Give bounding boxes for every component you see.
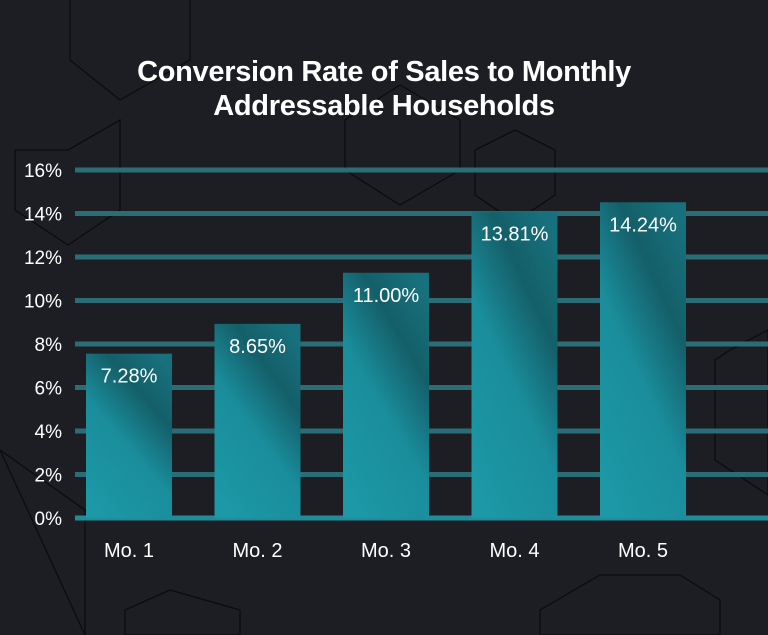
y-tick-label: 12% bbox=[24, 248, 62, 269]
x-tick-label: Mo. 1 bbox=[104, 540, 154, 562]
data-label: 14.24% bbox=[609, 214, 677, 236]
hexagon-decoration bbox=[539, 574, 721, 635]
gridline bbox=[75, 167, 768, 173]
x-tick-label: Mo. 2 bbox=[232, 540, 282, 562]
hexagon-decoration bbox=[0, 449, 86, 635]
hexagon-decoration bbox=[344, 84, 461, 206]
chart-title-line: Conversion Rate of Sales to Monthly bbox=[137, 56, 631, 88]
bar bbox=[600, 202, 686, 518]
hexagon-decoration bbox=[714, 329, 768, 496]
data-label: 11.00% bbox=[353, 285, 420, 307]
chart-title-line: Addressable Households bbox=[213, 90, 555, 122]
data-label: 7.28% bbox=[101, 366, 158, 388]
bar bbox=[343, 272, 429, 518]
y-tick-label: 10% bbox=[24, 292, 62, 313]
bar bbox=[214, 323, 301, 518]
data-label: 8.65% bbox=[229, 336, 286, 358]
gridline bbox=[75, 254, 768, 260]
hexagon-decoration bbox=[69, 0, 191, 101]
data-label: 13.81% bbox=[481, 224, 549, 246]
y-tick-label: 0% bbox=[35, 509, 63, 530]
y-tick-label: 2% bbox=[35, 466, 63, 487]
hexagon-decoration bbox=[14, 118, 121, 246]
y-tick-label: 16% bbox=[24, 161, 62, 182]
y-tick-label: 6% bbox=[35, 379, 63, 400]
y-tick-label: 8% bbox=[35, 335, 63, 356]
x-tick-label: Mo. 5 bbox=[618, 540, 668, 562]
hexagon-decoration bbox=[124, 589, 241, 635]
x-tick-label: Mo. 4 bbox=[489, 540, 539, 562]
x-tick-label: Mo. 3 bbox=[361, 540, 411, 562]
gridline bbox=[75, 211, 768, 216]
hexagon-decoration bbox=[474, 129, 556, 223]
y-tick-label: 4% bbox=[35, 422, 63, 443]
chart-title: Conversion Rate of Sales to Monthly Addr… bbox=[0, 55, 768, 123]
bar bbox=[86, 353, 172, 518]
bar bbox=[471, 211, 558, 518]
y-tick-label: 14% bbox=[24, 205, 62, 226]
